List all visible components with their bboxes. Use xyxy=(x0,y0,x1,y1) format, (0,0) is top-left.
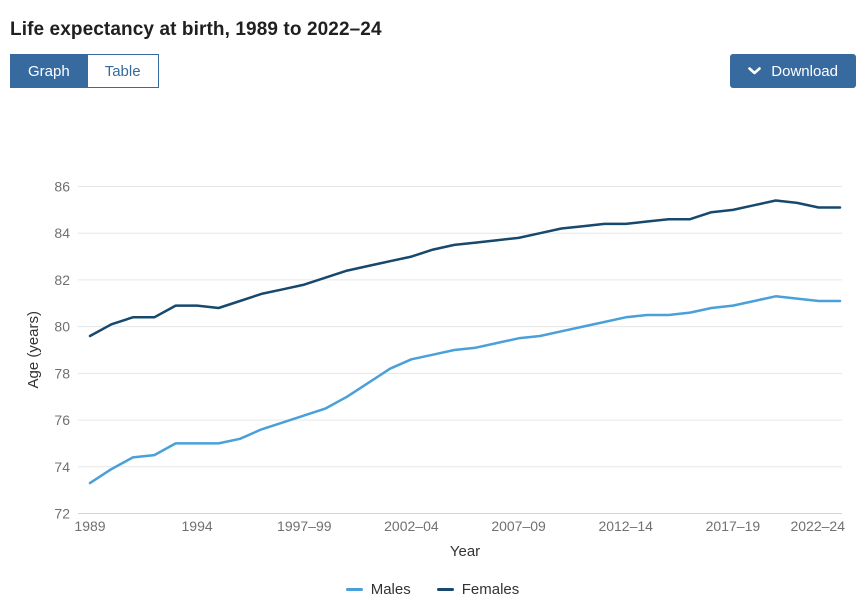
legend-item-males[interactable]: Males xyxy=(345,581,411,598)
legend-item-females[interactable]: Females xyxy=(436,581,520,598)
x-tick-label: 2002–04 xyxy=(384,518,439,534)
tab-table[interactable]: Table xyxy=(86,55,158,87)
x-tick-label: 1989 xyxy=(74,518,105,534)
tab-graph[interactable]: Graph xyxy=(11,55,87,87)
males-swatch-icon xyxy=(345,588,363,591)
chart-legend: Males Females xyxy=(0,581,865,598)
y-axis-title: Age (years) xyxy=(24,310,42,389)
download-button[interactable]: Download xyxy=(730,54,856,88)
y-tick-label: 74 xyxy=(54,459,70,475)
y-axis-title-wrap: Age (years) xyxy=(20,186,46,513)
x-tick-label: 2022–24 xyxy=(790,518,845,534)
y-tick-label: 78 xyxy=(54,365,70,381)
females-swatch-icon xyxy=(436,588,454,591)
y-tick-label: 82 xyxy=(54,272,70,288)
legend-label: Females xyxy=(461,581,520,598)
y-tick-label: 72 xyxy=(54,506,70,522)
x-tick-label: 2007–09 xyxy=(491,518,546,534)
download-button-label: Download xyxy=(771,62,838,80)
y-tick-label: 80 xyxy=(54,319,70,335)
y-tick-label: 84 xyxy=(54,225,70,241)
x-tick-label: 2017–19 xyxy=(706,518,761,534)
y-tick-label: 76 xyxy=(54,412,70,428)
x-tick-label: 1994 xyxy=(182,518,213,534)
x-tick-label: 2012–14 xyxy=(598,518,653,534)
x-axis-title: Year xyxy=(449,543,481,560)
chevron-down-icon xyxy=(748,67,762,75)
view-tab-group: Graph Table xyxy=(10,54,159,88)
males-line xyxy=(88,295,842,485)
x-tick-label: 1997–99 xyxy=(277,518,332,534)
page-title: Life expectancy at birth, 1989 to 2022–2… xyxy=(10,18,382,40)
y-tick-label: 86 xyxy=(54,179,70,195)
legend-label: Males xyxy=(370,581,411,598)
females-line xyxy=(88,199,842,338)
